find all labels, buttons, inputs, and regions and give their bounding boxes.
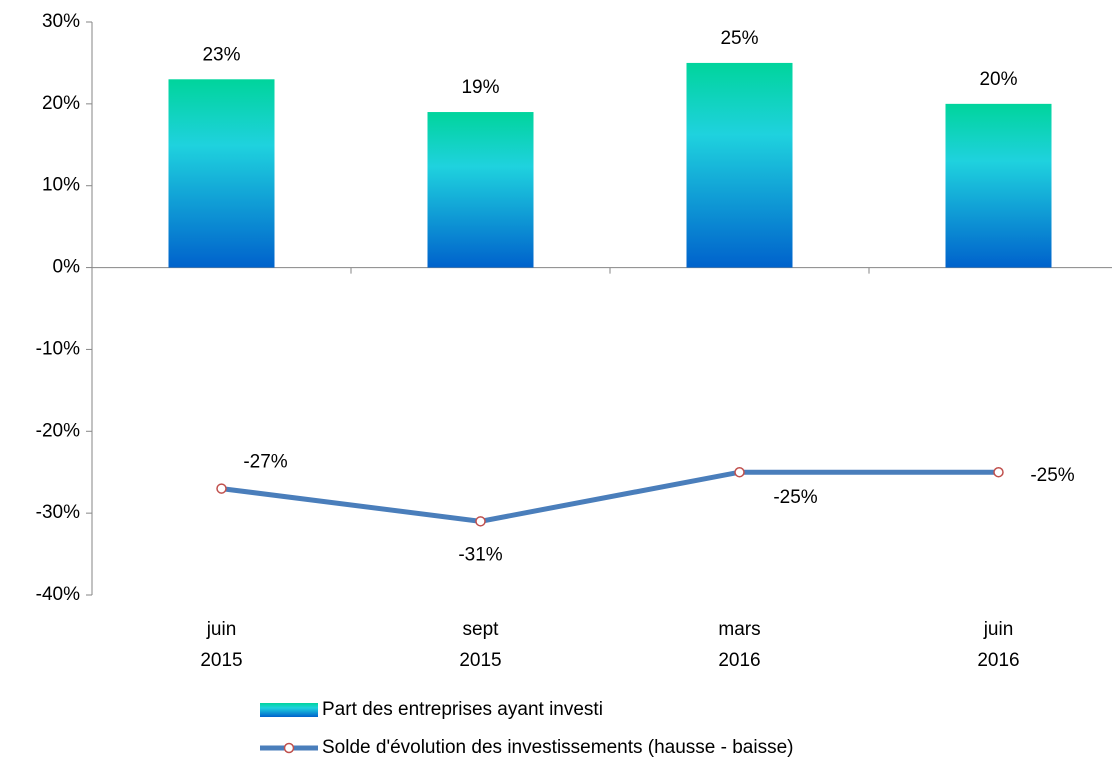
- y-tick-label: 10%: [42, 175, 80, 196]
- x-tick-label: juin 2016: [977, 619, 1019, 671]
- data-label: -27%: [243, 452, 287, 473]
- x-tick-label: mars 2016: [718, 619, 760, 671]
- y-tick-label: -20%: [36, 420, 80, 441]
- data-label: 19%: [461, 77, 499, 98]
- y-tick-label: 0%: [53, 257, 81, 278]
- bar: [427, 112, 534, 268]
- bar: [168, 79, 275, 268]
- legend-label: Solde d'évolution des investissements (h…: [322, 737, 793, 758]
- data-label: -25%: [773, 487, 817, 508]
- y-tick-label: -40%: [36, 584, 80, 605]
- marker: [734, 466, 745, 478]
- data-label: 25%: [720, 28, 758, 49]
- data-label: 23%: [202, 44, 240, 65]
- data-label: -31%: [458, 544, 502, 565]
- legend-label: Part des entreprises ayant investi: [322, 699, 603, 720]
- y-tick-label: -30%: [36, 502, 80, 523]
- marker: [475, 516, 486, 527]
- data-label: -25%: [1030, 465, 1074, 486]
- bar: [945, 103, 1052, 268]
- y-tick-label: 20%: [42, 93, 80, 114]
- legend-marker: [283, 742, 295, 754]
- x-tick-label: juin 2015: [200, 619, 242, 671]
- line: [221, 469, 999, 524]
- x-tick-label: sept 2015: [459, 619, 501, 671]
- legend-swatch: [260, 703, 318, 717]
- y-tick-label: -10%: [36, 338, 80, 359]
- marker: [216, 483, 227, 494]
- marker: [993, 466, 1004, 478]
- data-label: 20%: [979, 69, 1017, 90]
- bar: [686, 62, 793, 268]
- y-tick-label: 30%: [42, 11, 80, 32]
